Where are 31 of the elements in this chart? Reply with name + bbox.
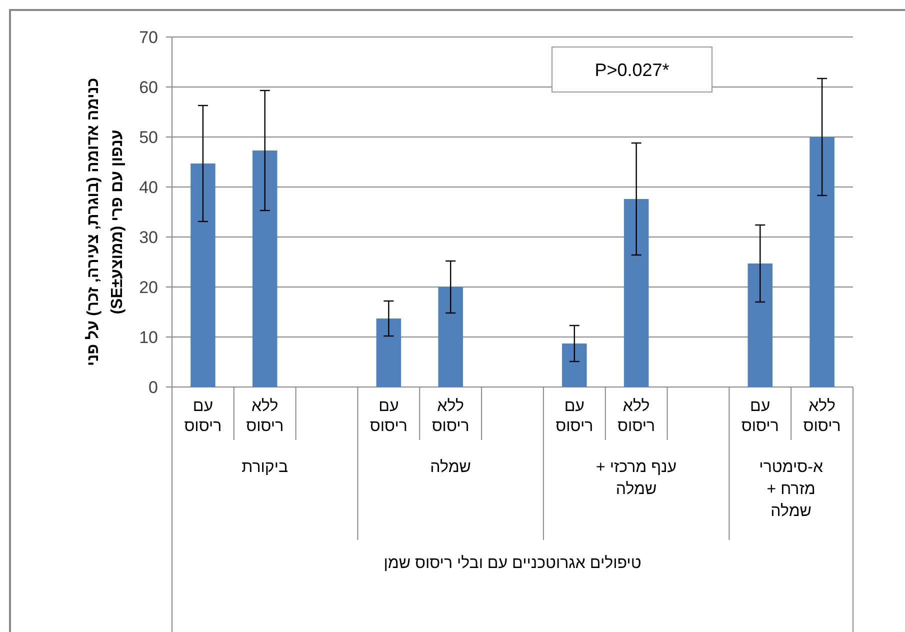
x-tick-label: עם ריסוס (741, 398, 779, 435)
y-tick-label: 10 (139, 328, 158, 347)
y-tick-label: 50 (139, 128, 158, 147)
text: שמלה (430, 458, 471, 476)
x-tick-label: ללא ריסוס (246, 397, 284, 435)
text: א-סימטרי מזרח + שמלה (759, 459, 824, 520)
annotation: P>0.027* (594, 60, 670, 80)
y-tick-label: 30 (139, 228, 158, 247)
y-axis-title: כנימה אדומה (בוגרת, צעירה, זכר) על פני ענפון עם פרי (ממוצע±SE) (84, 78, 126, 366)
y-tick-label: 20 (139, 278, 158, 297)
bar (252, 150, 278, 387)
y-tick-label: 0 (148, 378, 158, 397)
x-tick-label: עם ריסוס (184, 398, 222, 435)
x-tick-label: ללא ריסוס (803, 397, 841, 435)
text: טיפולים אגרוטכניים עם ובלי ריסוס שמן (384, 554, 642, 572)
bar (190, 164, 216, 387)
x-tick-label: ללא ריסוס (432, 397, 470, 435)
text: ביקורת (242, 459, 289, 476)
bar (562, 344, 587, 387)
x-tick-label: ללא ריסוס (618, 397, 656, 435)
y-tick-label: 70 (139, 28, 158, 47)
x-tick-label: עם ריסוס (370, 398, 408, 435)
bar (810, 137, 834, 387)
bar (748, 264, 773, 387)
text: ענף מרכזי + שמלה (596, 459, 677, 498)
bar (376, 318, 402, 387)
bar (624, 199, 649, 387)
y-tick-label: 40 (139, 178, 158, 197)
y-tick-label: 60 (139, 78, 158, 97)
bar (438, 287, 463, 387)
x-tick-label: עם ריסוס (556, 398, 594, 435)
